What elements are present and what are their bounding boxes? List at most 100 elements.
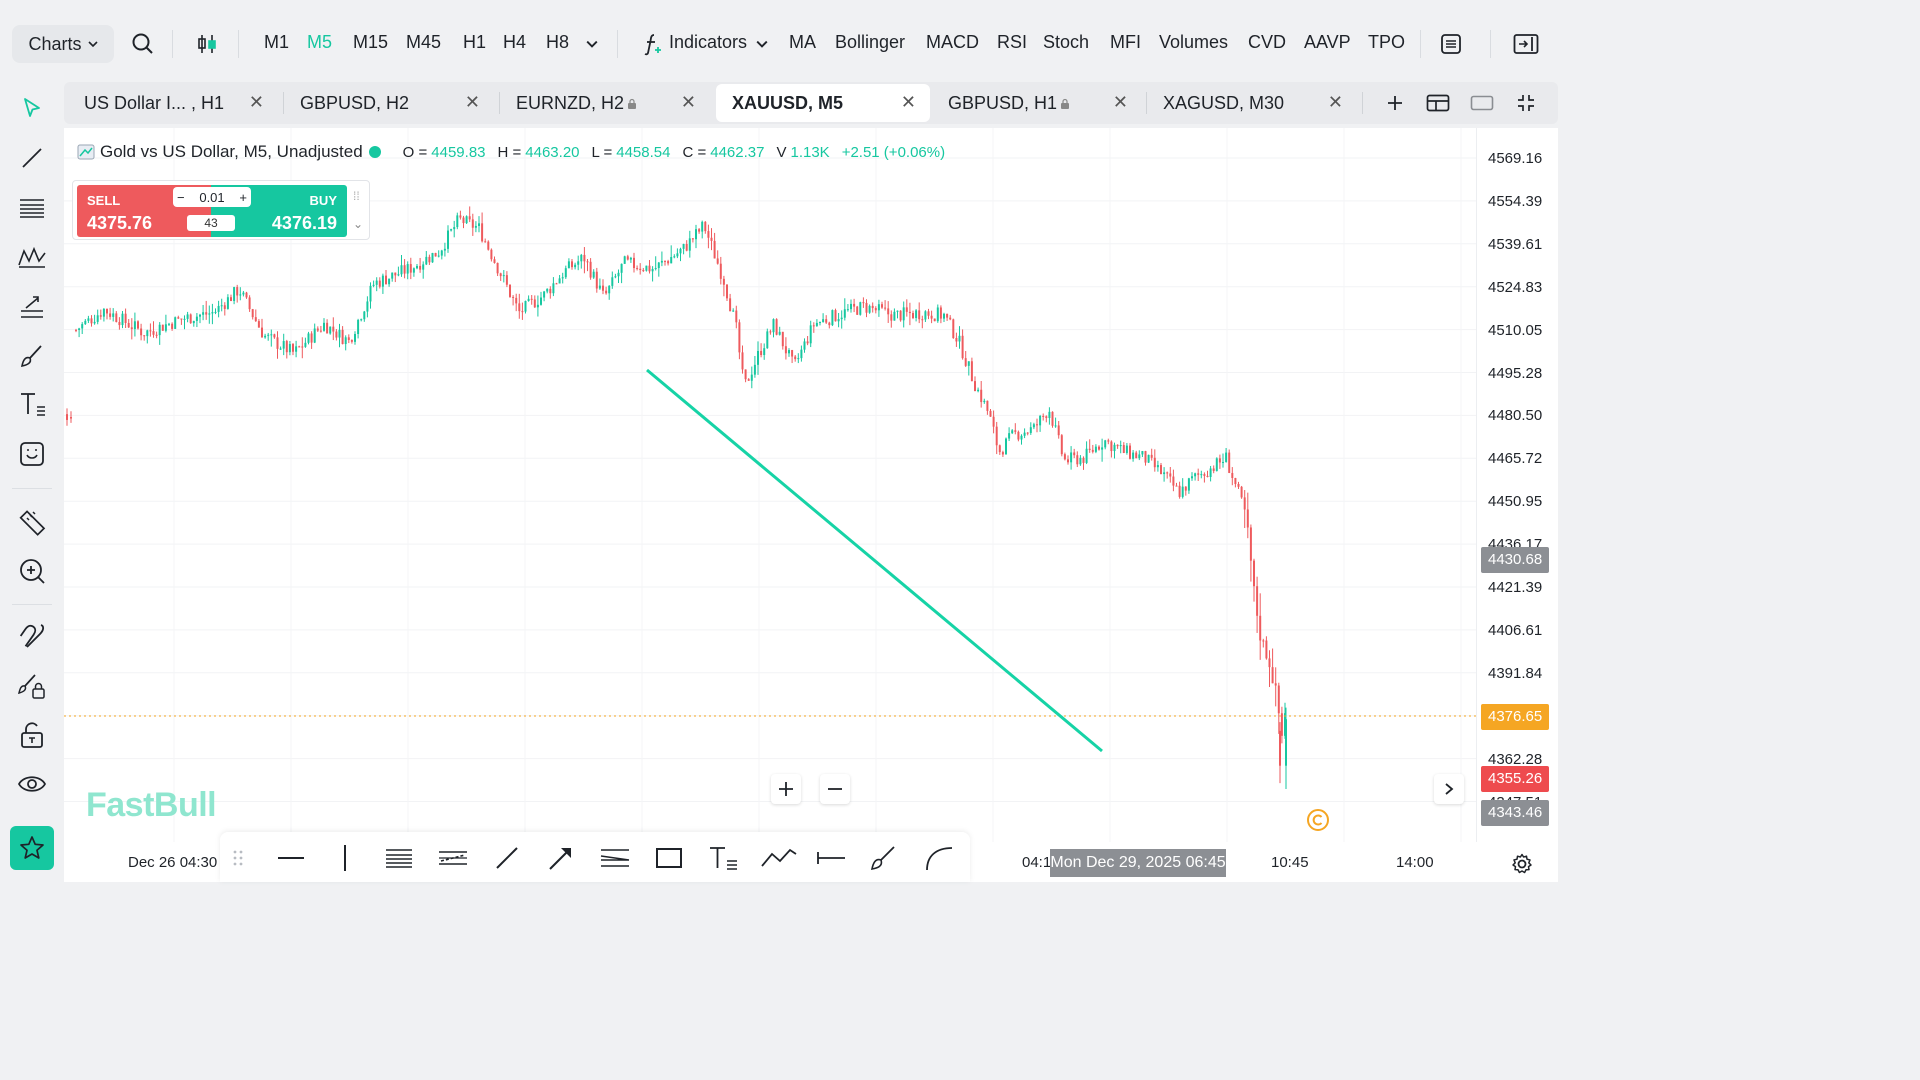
ruler-icon[interactable] [14,504,50,540]
cursor-icon[interactable] [14,90,50,126]
close-icon[interactable]: ✕ [680,92,696,112]
layers-list-icon[interactable] [1437,30,1465,58]
zoom-in-icon[interactable] [14,553,50,589]
more-timeframes-chevron-icon[interactable] [578,30,606,58]
search-icon[interactable] [129,30,157,58]
lot-size-value[interactable]: 0.01 [199,189,225,205]
lock-drawings-icon[interactable] [14,668,50,704]
indicator-rsi[interactable]: RSI [997,32,1028,52]
close-icon[interactable]: ✕ [1327,92,1343,112]
vertical-line-icon[interactable] [330,844,360,872]
indicator-cvd[interactable]: CVD [1248,32,1287,52]
candle-type-icon[interactable] [193,30,221,58]
tab-xauusd-m5[interactable]: XAUUSD, M5 ✕ [716,84,930,122]
indicator-volumes[interactable]: Volumes [1159,32,1229,52]
trend-line-icon[interactable] [492,844,522,872]
brush-icon[interactable] [14,338,50,374]
drag-handle-icon[interactable]: ⁞⁞ [353,189,360,203]
emoji-icon[interactable] [14,436,50,472]
add-tab-icon[interactable] [1381,89,1409,117]
tab-gbpusd-h1[interactable]: GBPUSD, H1 ✕ [932,84,1142,122]
ray-icon[interactable] [816,844,846,872]
settings-gear-icon[interactable] [1510,852,1534,876]
lock-icon [628,98,637,109]
zoom-in-button[interactable] [771,774,801,804]
copyright-icon [1307,809,1329,831]
indicator-ma[interactable]: MA [789,32,816,52]
price-tick: 4510.05 [1488,321,1543,339]
indicators-chevron-icon[interactable] [748,30,776,58]
timeframe-m45[interactable]: M45 [406,32,442,52]
tab-gbpusd-h2[interactable]: GBPUSD, H2 ✕ [284,84,494,122]
layout-split-icon[interactable] [1424,89,1452,117]
scroll-to-latest-button[interactable] [1434,774,1464,804]
brush-tool-icon[interactable] [868,844,898,872]
star-icon [20,836,44,859]
timeframe-h4[interactable]: H4 [503,32,527,52]
arc-icon[interactable] [924,844,954,872]
polyline-icon[interactable] [760,844,798,872]
fullscreen-exit-icon[interactable] [1512,89,1540,117]
zoom-out-button[interactable] [820,774,850,804]
timeframe-m15[interactable]: M15 [353,32,389,52]
charts-label: Charts [28,33,82,54]
timeframe-m5[interactable]: M5 [307,32,333,52]
price-tick: 4554.39 [1488,192,1543,210]
indicators-fx-icon[interactable] [639,30,667,58]
line-icon[interactable] [14,140,50,176]
expand-chevron-icon[interactable]: ⌄ [353,217,364,231]
price-tick: 4421.39 [1488,579,1543,596]
close-icon[interactable]: ✕ [464,92,480,112]
timeframe-h1[interactable]: H1 [463,32,487,52]
tab-xagusd-m30[interactable]: XAGUSD, M30 ✕ [1147,84,1357,122]
indicator-macd[interactable]: MACD [926,32,979,52]
price-chart[interactable] [64,128,1476,842]
trend-line-drawing[interactable] [646,368,1103,753]
indicator-aavp[interactable]: AAVP [1304,32,1351,52]
eye-icon[interactable] [14,766,50,802]
favorites-button[interactable] [10,826,54,870]
decrease-lot-button[interactable]: − [177,189,185,205]
pitchfork-icon[interactable] [600,844,630,872]
close-icon[interactable]: ✕ [900,92,916,112]
timeframe-m1[interactable]: M1 [264,32,290,52]
indicator-bollinger[interactable]: Bollinger [835,32,906,52]
charts-menu-button[interactable]: Charts [12,25,114,63]
pattern-icon[interactable] [14,239,50,275]
indicator-tpo[interactable]: TPO [1368,32,1406,52]
parallel-channel-icon[interactable] [438,844,468,872]
channel-icon[interactable] [384,844,414,872]
crosshair-time-label: Mon Dec 29, 2025 06:45 [1050,849,1226,877]
projection-icon[interactable] [14,288,50,324]
divider [172,30,173,58]
drag-handle-icon[interactable] [230,844,246,872]
price-axis[interactable] [1476,128,1558,842]
close-icon[interactable]: ✕ [248,92,264,112]
divider [1362,92,1363,114]
rectangle-icon[interactable] [654,844,684,872]
arrow-icon[interactable] [546,844,576,872]
fib-icon[interactable] [14,190,50,226]
magnet-icon[interactable] [14,619,50,655]
quick-trade-panel: SELL 4375.76 BUY 4376.19 − 0.01 + 43 ⁞⁞ … [72,180,370,240]
single-layout-icon[interactable] [1468,89,1496,117]
tab-usdollar-index[interactable]: US Dollar I... , H1 ✕ [68,84,278,122]
chart-canvas[interactable] [64,128,1558,882]
increase-lot-button[interactable]: + [239,189,247,205]
tab-eurnzd-h2[interactable]: EURNZD, H2 ✕ [500,84,710,122]
candlestick-series[interactable] [66,206,1287,789]
price-tick: 4495.28 [1488,364,1543,382]
unlock-icon[interactable] [14,717,50,753]
indicator-mfi[interactable]: MFI [1110,32,1141,52]
horizontal-line-icon[interactable] [276,844,306,872]
text-icon[interactable] [14,386,50,422]
timeframe-h8[interactable]: H8 [546,32,570,52]
tab-label: US Dollar I... , H1 [84,93,225,113]
text-tool-icon[interactable] [708,844,738,872]
tab-label: GBPUSD, H2 [300,93,410,113]
collapse-panel-icon[interactable] [1512,30,1540,58]
indicators-button[interactable]: Indicators [669,32,748,52]
close-icon[interactable]: ✕ [1112,92,1128,112]
lot-size-stepper[interactable]: − 0.01 + [173,187,251,207]
indicator-stoch[interactable]: Stoch [1043,32,1090,52]
